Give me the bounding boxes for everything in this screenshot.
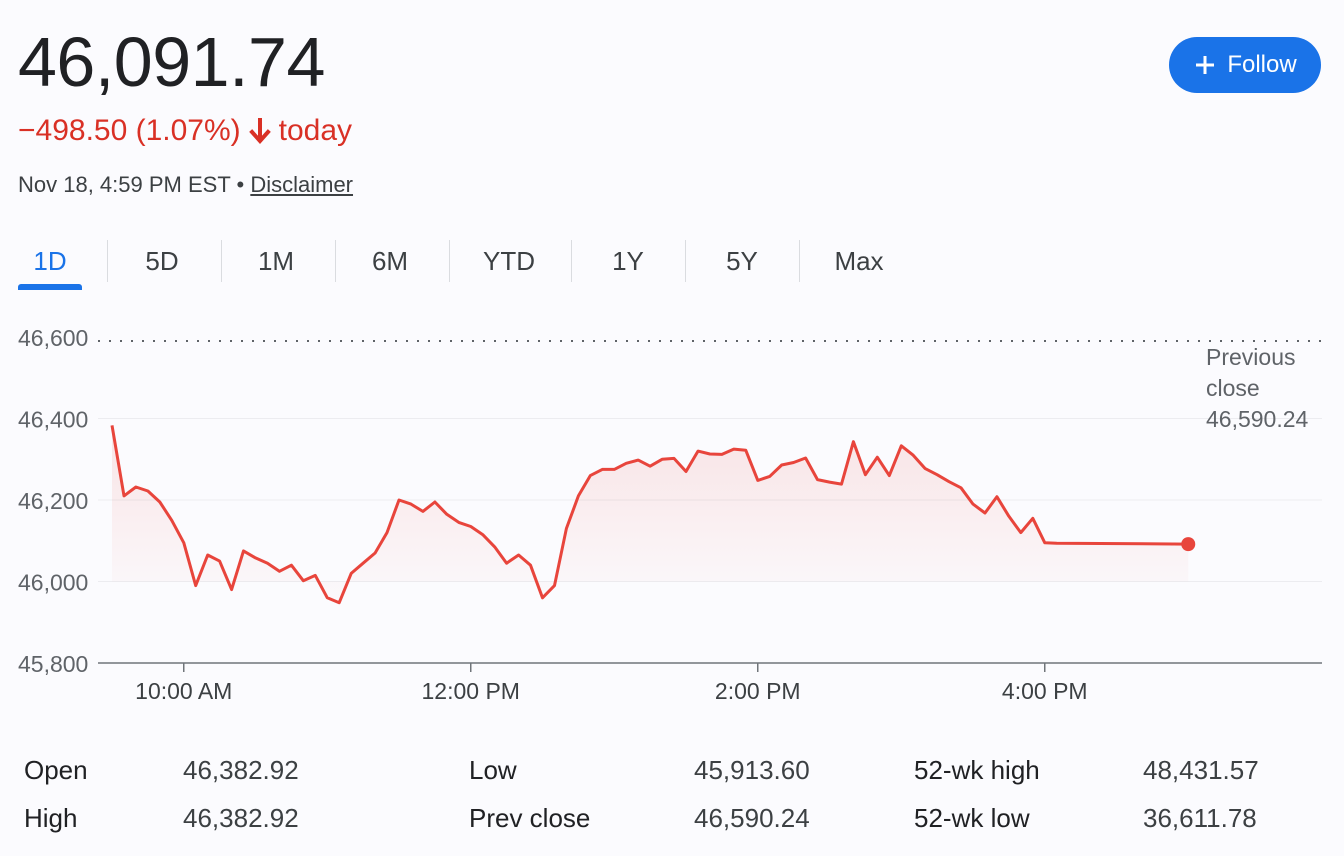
x-tick-label: 4:00 PM (1002, 678, 1088, 704)
tab-divider (335, 240, 336, 282)
follow-label: Follow (1227, 51, 1297, 78)
previous-close-label: Previous close 46,590.24 (1206, 344, 1309, 432)
arrow-down-icon (248, 118, 271, 144)
stat-label-high: High (24, 803, 78, 833)
stat-value-52wk-high: 48,431.57 (1143, 755, 1259, 785)
plus-icon (1196, 56, 1215, 74)
active-tab-indicator (18, 284, 82, 290)
tab-1d[interactable]: 1D (33, 246, 67, 276)
x-axis-ticks: 10:00 AM 12:00 PM 2:00 PM 4:00 PM (135, 663, 1088, 704)
disclaimer-link[interactable]: Disclaimer (250, 172, 354, 197)
tab-divider (107, 240, 108, 282)
stat-label-open: Open (24, 755, 88, 785)
stat-label-prev-close: Prev close (469, 803, 591, 833)
tab-5d[interactable]: 5D (145, 246, 179, 276)
current-price: 46,091.74 (18, 23, 325, 101)
change-amount: −498.50 (1.07%) (18, 114, 241, 147)
range-tabs: 1D 5D 1M 6M YTD 1Y 5Y Max (18, 236, 918, 292)
change-period: today (278, 114, 353, 147)
price-area (112, 425, 1189, 603)
tab-5y[interactable]: 5Y (726, 246, 758, 276)
key-stats: Open 46,382.92 High 46,382.92 Low 45,913… (0, 745, 1344, 845)
y-tick-label: 46,000 (18, 570, 88, 596)
stat-value-52wk-low: 36,611.78 (1143, 803, 1257, 833)
tab-divider (799, 240, 800, 282)
stat-label-52wk-high: 52-wk high (914, 755, 1040, 785)
tab-6m[interactable]: 6M (371, 246, 409, 276)
tab-ytd[interactable]: YTD (483, 246, 535, 276)
quote-meta: Nov 18, 4:59 PM EST • Disclaimer (18, 170, 353, 200)
previous-close-label-line: Previous (1206, 344, 1295, 370)
stat-value-high: 46,382.92 (183, 803, 299, 833)
tab-divider (571, 240, 572, 282)
x-tick-label: 2:00 PM (715, 678, 801, 704)
stat-value-prev-close: 46,590.24 (694, 803, 810, 833)
last-price-dot (1181, 537, 1196, 552)
previous-close-label-line: 46,590.24 (1206, 406, 1309, 432)
price-change: −498.50 (1.07%) today (18, 112, 352, 150)
y-tick-label: 46,400 (18, 407, 88, 433)
y-axis-ticks: 46,600 46,400 46,200 46,000 45,800 (18, 325, 88, 677)
quote-timestamp: Nov 18, 4:59 PM EST (18, 172, 231, 197)
x-tick-label: 10:00 AM (135, 678, 232, 704)
stat-label-52wk-low: 52-wk low (914, 803, 1030, 833)
stat-value-low: 45,913.60 (694, 755, 810, 785)
tab-divider (221, 240, 222, 282)
tab-divider (449, 240, 450, 282)
stat-label-low: Low (469, 755, 517, 785)
y-tick-label: 45,800 (18, 651, 88, 677)
follow-button[interactable]: Follow (1169, 37, 1321, 93)
y-tick-label: 46,600 (18, 325, 88, 351)
y-tick-label: 46,200 (18, 488, 88, 514)
x-tick-label: 12:00 PM (422, 678, 520, 704)
price-line (110, 425, 1189, 605)
tab-divider (685, 240, 686, 282)
stat-value-open: 46,382.92 (183, 755, 299, 785)
meta-separator: • (236, 172, 245, 197)
tab-1m[interactable]: 1M (257, 246, 295, 276)
previous-close-label-line: close (1206, 375, 1260, 401)
tab-1y[interactable]: 1Y (612, 246, 644, 276)
tab-max[interactable]: Max (834, 246, 884, 276)
